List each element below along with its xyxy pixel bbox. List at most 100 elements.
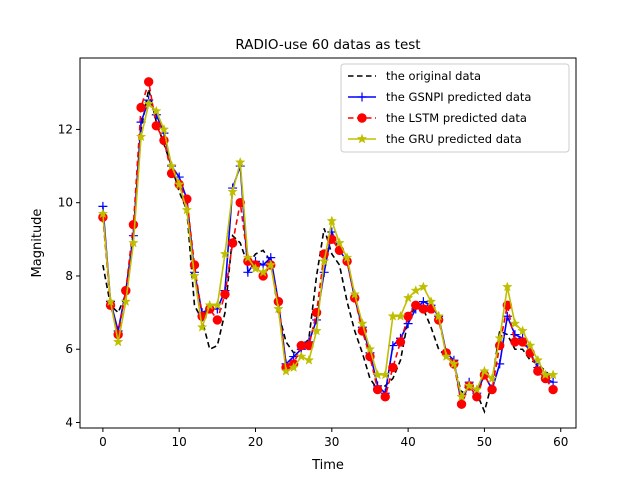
data-point [487,384,497,395]
data-point [471,384,483,395]
data-point [288,362,299,373]
data-point [234,156,246,167]
legend-box [340,63,570,153]
legend-label: the GRU predicted data [386,132,522,146]
data-point [364,343,376,354]
data-point [410,285,422,296]
data-point [242,252,254,263]
data-point [524,340,536,351]
y-tick-label: 8 [65,269,73,283]
data-point [273,303,284,314]
legend-entry-1: the GSNPI predicted data [348,90,531,104]
legend-label: the LSTM predicted data [386,111,527,125]
data-point [395,310,406,321]
x-tick-label: 30 [324,435,339,449]
data-point [517,325,528,336]
data-point [311,325,322,336]
data-point [181,204,193,215]
x-axis-label: Time [311,458,344,473]
data-point [448,358,460,369]
series-line-3 [102,102,554,399]
data-point [411,300,421,310]
data-point [173,178,185,189]
data-point [319,267,329,277]
data-point [189,270,200,281]
data-point [280,365,292,376]
data-point [456,391,467,402]
data-point [235,198,245,208]
data-point [388,341,398,351]
data-point [219,248,231,259]
plot-frame [79,57,577,429]
data-point [486,373,498,384]
data-point [220,289,230,299]
data-point [494,332,505,343]
legend: the original data the GSNPI predicted dat… [340,63,570,153]
data-point [135,131,147,142]
data-point [548,384,558,395]
data-point [502,281,513,292]
data-point [395,337,406,347]
data-point [151,105,162,116]
legend-label: the GSNPI predicted data [386,90,531,104]
data-point [303,354,315,365]
data-point [463,380,475,391]
data-point [388,362,398,373]
chart-title: RADIO-use 60 datas as test [235,37,420,53]
data-point [189,260,200,270]
data-point [341,252,353,263]
data-point [128,219,139,230]
data-point [151,121,162,131]
legend-entry-2: the LSTM predicted data [348,111,527,125]
legend-entry-0: the original data [348,69,481,83]
data-point [318,255,330,266]
data-point [532,354,544,365]
data-point [509,318,521,329]
data-point [243,267,253,277]
data-point [372,384,383,395]
data-point [143,98,154,109]
data-point [97,208,109,219]
data-point [227,238,238,248]
data-point [250,263,261,274]
data-point [334,237,345,248]
data-point [494,340,505,351]
legend-entry-3: the GRU predicted data [348,132,522,146]
data-point [379,369,391,380]
data-point [517,337,528,347]
y-axis-label: Magnitude [30,209,45,278]
series-3 [97,98,559,402]
data-point [196,321,208,332]
x-tick-label: 20 [248,435,263,449]
legend-label: the original data [386,69,481,83]
data-point [136,102,146,113]
legend-marker [357,113,367,123]
data-point [433,310,444,321]
y-tick-label: 6 [65,342,73,356]
series-layer [97,77,559,415]
data-point [257,266,269,277]
data-point [326,215,338,226]
data-point [112,336,124,347]
x-tick-label: 60 [553,435,568,449]
x-axis-ticks: 0 10 20 30 40 50 60 [99,428,568,449]
data-point [441,351,452,362]
data-point [479,365,490,376]
data-point [547,369,559,380]
data-point [212,299,223,310]
legend-marker [356,133,368,144]
x-tick-label: 10 [172,435,187,449]
data-point [403,311,413,321]
data-point [128,237,139,248]
data-point [120,296,132,307]
data-point [227,186,238,197]
y-tick-label: 4 [65,416,73,430]
legend-marker [357,92,367,102]
data-point [121,285,131,296]
data-point [472,392,482,402]
data-point [380,392,390,402]
x-tick-label: 0 [99,435,107,449]
data-point [296,351,307,362]
